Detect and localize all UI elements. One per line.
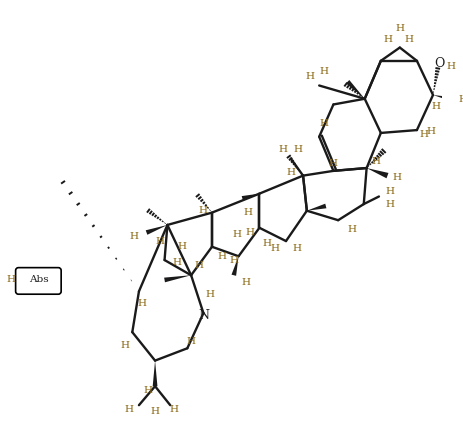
Polygon shape [432,95,453,102]
Text: H: H [241,278,250,287]
Text: H: H [458,95,463,104]
Text: H: H [305,72,313,81]
Polygon shape [152,361,157,386]
Text: H: H [125,405,134,414]
Text: H: H [137,299,146,308]
Text: H: H [286,168,294,177]
FancyBboxPatch shape [16,267,61,294]
Text: H: H [328,159,337,168]
Text: H: H [293,145,302,154]
Polygon shape [241,194,259,201]
Text: H: H [6,276,15,284]
Text: H: H [383,35,392,44]
Text: H: H [144,387,153,396]
Text: H: H [278,145,287,154]
Polygon shape [164,275,191,282]
Text: H: H [217,252,225,261]
Text: H: H [169,405,178,414]
Polygon shape [306,204,325,211]
Text: H: H [371,157,380,166]
Text: H: H [177,242,186,251]
Polygon shape [366,168,388,178]
Text: H: H [269,244,279,253]
Text: H: H [186,337,195,346]
Polygon shape [145,225,167,235]
Text: H: H [319,67,328,76]
Text: H: H [319,119,328,128]
Text: H: H [245,228,254,237]
Text: H: H [418,130,427,139]
Polygon shape [231,256,238,276]
Text: H: H [172,258,181,267]
Text: H: H [292,244,301,253]
Text: H: H [404,35,413,44]
Text: H: H [120,341,129,350]
Text: H: H [150,407,159,416]
Text: H: H [130,232,138,241]
Text: H: H [392,173,400,182]
Text: H: H [425,128,435,137]
Text: H: H [198,206,206,215]
Polygon shape [345,80,364,99]
Text: N: N [198,309,208,322]
Text: H: H [229,257,238,266]
Text: H: H [394,24,403,33]
Text: H: H [385,199,394,209]
Text: H: H [347,225,356,234]
Text: Abs: Abs [29,276,48,284]
Text: H: H [205,290,214,299]
Text: H: H [243,208,252,217]
Text: H: H [262,239,271,249]
Text: H: H [385,187,394,196]
Text: H: H [431,102,439,111]
Text: O: O [433,57,444,70]
Text: H: H [155,237,164,246]
Text: H: H [445,62,455,71]
Text: H: H [194,261,203,270]
Text: H: H [232,230,241,239]
